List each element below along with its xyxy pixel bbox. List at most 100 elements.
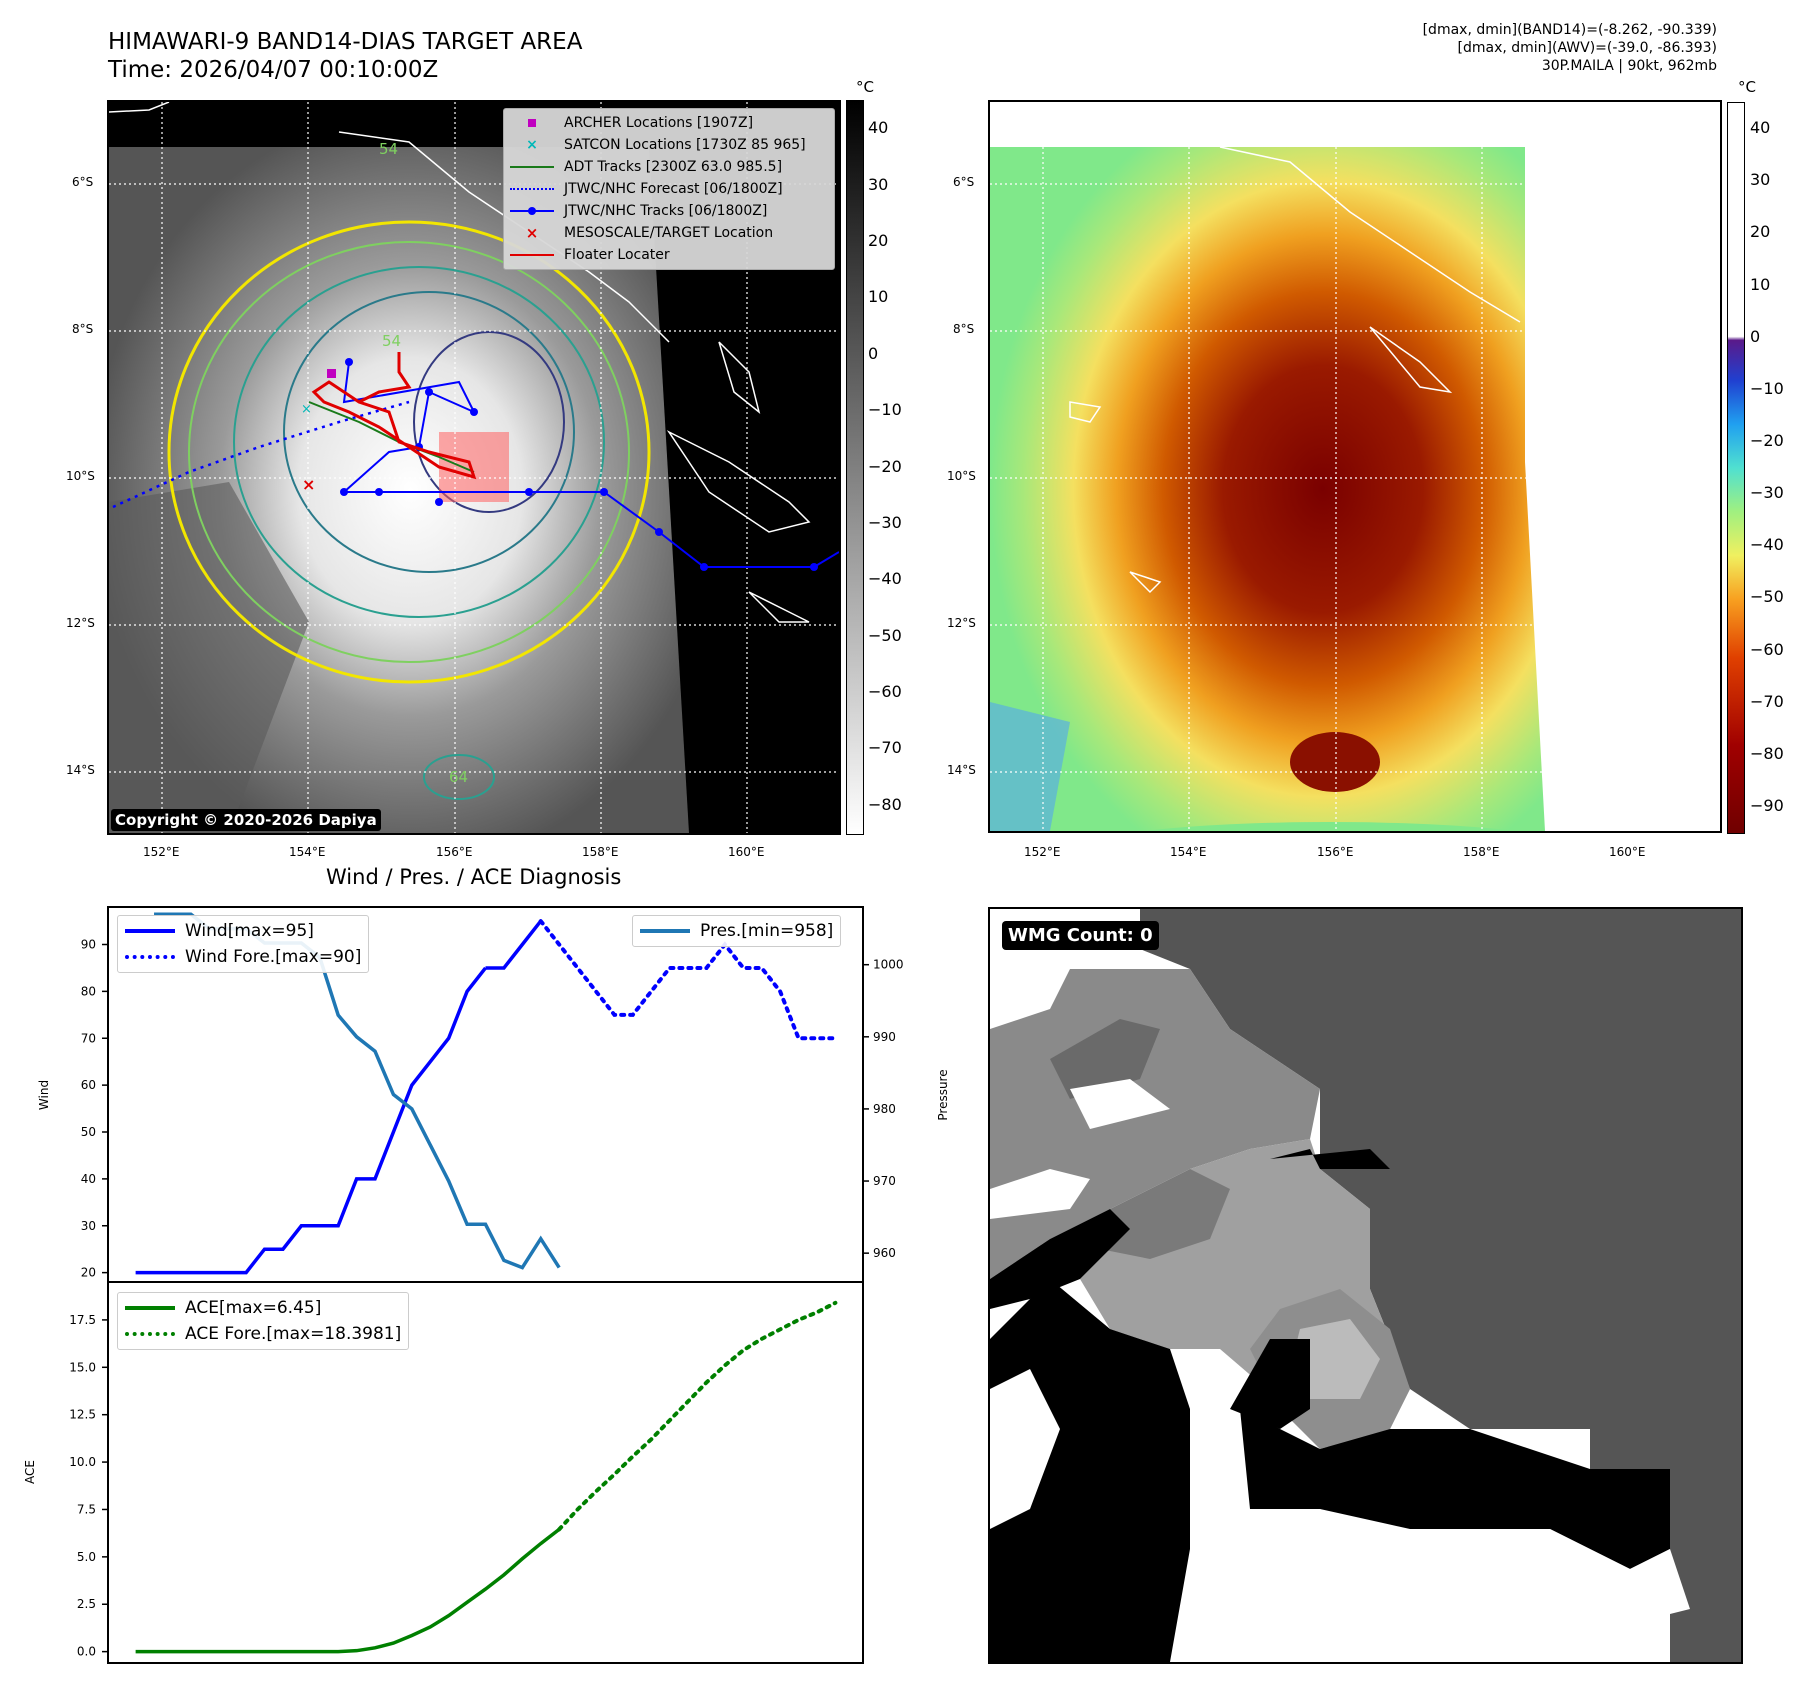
wind-series-line — [135, 966, 487, 1275]
colorbar-right — [1727, 102, 1745, 834]
lat-label: 10°S — [66, 469, 95, 483]
lon-label: 156°E — [1317, 845, 1354, 859]
line-dot-icon — [510, 204, 554, 218]
ace-legend: ACE[max=6.45] ACE Fore.[max=18.3981] — [117, 1292, 410, 1350]
x-marker-icon: × — [525, 224, 539, 242]
legend-item: ARCHER Locations [1907Z] — [510, 112, 828, 134]
legend-label: Floater Locater — [564, 247, 670, 263]
solid-line-icon — [640, 929, 690, 933]
timestamp: Time: 2026/04/07 00:10:00Z — [108, 57, 439, 83]
legend-label: ACE[max=6.45] — [185, 1298, 322, 1318]
meta-awv-range: [dmax, dmin](AWV)=(-39.0, -86.393) — [1457, 40, 1717, 56]
colorbar-tick: −80 — [868, 794, 902, 814]
legend-item: Floater Locater — [510, 244, 828, 266]
legend-item: ACE Fore.[max=18.3981] — [125, 1321, 401, 1347]
contour-indigo — [413, 331, 565, 513]
mesoscale-target-marker: × — [302, 475, 315, 494]
lon-label: 160°E — [1609, 845, 1646, 859]
legend-label: Pres.[min=958] — [700, 921, 834, 941]
ace-tick-label: 0.0 — [77, 1645, 96, 1659]
colorbar-tick: −60 — [1750, 639, 1784, 659]
ace-axes — [107, 1281, 864, 1664]
colorbar-tick: 10 — [1750, 274, 1771, 294]
legend-item: ADT Tracks [2300Z 63.0 985.5] — [510, 156, 828, 178]
lat-label: 6°S — [72, 175, 94, 189]
legend-label: Wind Fore.[max=90] — [185, 947, 362, 967]
wind-series-line — [485, 919, 543, 970]
pressure-axis-label: Pressure — [936, 1069, 950, 1120]
legend-item: × SATCON Locations [1730Z 85 965] — [510, 134, 828, 156]
x-marker-icon: × — [526, 137, 538, 153]
ace-tick-label: 15.0 — [69, 1360, 96, 1374]
coastlines — [1069, 146, 1521, 594]
legend-item: JTWC/NHC Forecast [06/1800Z] — [510, 178, 828, 200]
colorbar-tick: −30 — [1750, 483, 1784, 503]
legend-label: Wind[max=95] — [185, 921, 314, 941]
archer-location-marker — [327, 369, 336, 378]
ace-axis-label: ACE — [23, 1460, 37, 1484]
wind-tick-label: 60 — [81, 1078, 96, 1092]
contour-label: 54 — [379, 140, 398, 158]
meta-band14-range: [dmax, dmin](BAND14)=(-8.262, -90.339) — [1422, 22, 1717, 38]
wmg-count-badge: WMG Count: 0 — [1002, 921, 1159, 950]
colorbar-tick: −40 — [868, 569, 902, 589]
colorbar-tick: 20 — [1750, 222, 1771, 242]
wind-tick-label: 20 — [81, 1266, 96, 1280]
colorbar-tick: 30 — [868, 174, 889, 194]
legend-label: ACE Fore.[max=18.3981] — [185, 1324, 402, 1344]
legend-label: ADT Tracks [2300Z 63.0 985.5] — [564, 159, 783, 175]
colorbar-tick: −90 — [1750, 795, 1784, 815]
contour-label: 64 — [449, 768, 468, 786]
legend-label: ARCHER Locations [1907Z] — [564, 115, 754, 131]
jtwc-track-line — [344, 491, 839, 568]
ace-series-line — [135, 1527, 561, 1654]
dotted-line-icon — [125, 955, 175, 959]
colorbar-tick: 0 — [868, 343, 879, 363]
legend-item: JTWC/NHC Tracks [06/1800Z] — [510, 200, 828, 222]
legend-item: × MESOSCALE/TARGET Location — [510, 222, 828, 244]
line-icon — [510, 248, 554, 262]
colorbar-tick: −50 — [1750, 587, 1784, 607]
lon-label: 156°E — [436, 845, 473, 859]
lon-label: 152°E — [1024, 845, 1061, 859]
legend-item: ACE[max=6.45] — [125, 1295, 401, 1321]
colorbar-unit: °C — [1738, 78, 1756, 96]
pressure-tick-label: 970 — [873, 1174, 896, 1188]
meta-storm-info: 30P.MAILA | 90kt, 962mb — [1541, 58, 1717, 74]
graticule — [990, 102, 1720, 831]
ace-tick-label: 7.5 — [77, 1502, 96, 1516]
pressure-tick-label: 1000 — [873, 958, 904, 972]
jtwc-track-points — [340, 358, 818, 571]
lon-label: 152°E — [143, 845, 180, 859]
colorbar-tick: 10 — [868, 287, 889, 307]
colorbar-tick: −70 — [1750, 691, 1784, 711]
line-icon — [510, 160, 554, 174]
pressure-tick-label: 980 — [873, 1102, 896, 1116]
wind-tick-label: 70 — [81, 1031, 96, 1045]
legend-item: Pres.[min=958] — [640, 918, 833, 944]
wind-tick-label: 30 — [81, 1219, 96, 1233]
lat-label: 6°S — [953, 175, 975, 189]
colorbar-tick: 40 — [868, 118, 889, 138]
colorbar-tick: −20 — [868, 456, 902, 476]
colorbar-tick: −30 — [868, 512, 902, 532]
legend-item: Wind Fore.[max=90] — [125, 944, 361, 970]
wmg-panel: WMG Count: 0 — [988, 907, 1743, 1664]
colorbar-tick: −80 — [1750, 743, 1784, 763]
ir-map-svg: × × 54 54 64 — [109, 102, 839, 833]
lat-label: 12°S — [947, 616, 976, 630]
dotted-line-icon — [125, 1332, 175, 1336]
colorbar-tick: −10 — [868, 400, 902, 420]
contour-teal — [233, 266, 605, 618]
lon-label: 154°E — [1170, 845, 1207, 859]
colorbar-tick: 20 — [868, 230, 889, 250]
contour-yellow — [167, 220, 651, 684]
lat-label: 8°S — [953, 322, 975, 336]
colorbar-tick: −10 — [1750, 378, 1784, 398]
awv-map-svg — [990, 102, 1720, 831]
copyright-badge: Copyright © 2020-2026 Dapiya — [111, 809, 381, 831]
colorbar-tick: 40 — [1750, 118, 1771, 138]
ace-tick-label: 17.5 — [69, 1313, 96, 1327]
awv-map-panel — [988, 100, 1722, 833]
pressure-tick-label: 960 — [873, 1246, 896, 1260]
